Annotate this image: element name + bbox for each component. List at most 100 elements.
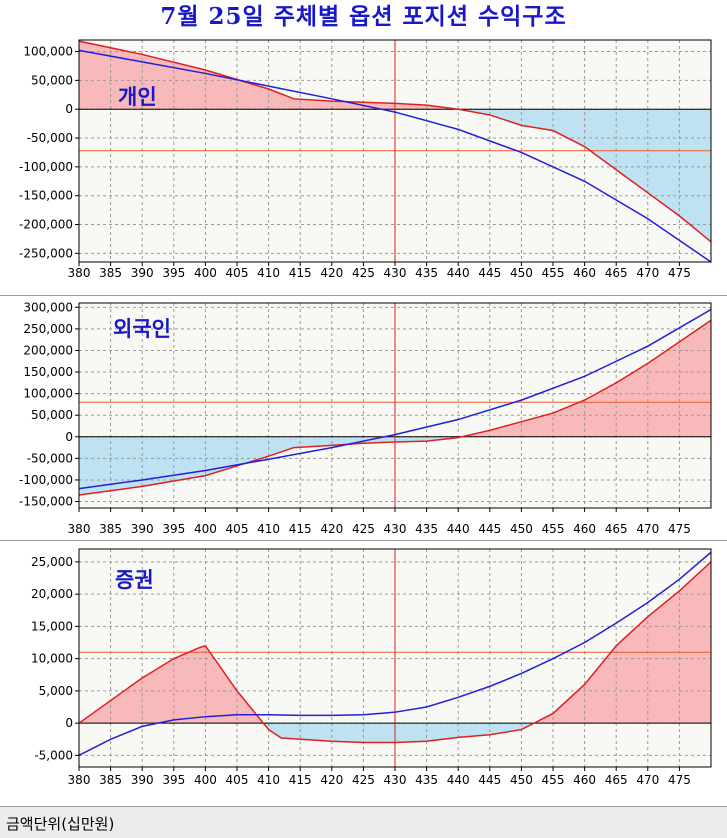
x-tick-label: 435 <box>415 773 438 787</box>
x-tick-label: 385 <box>99 522 122 536</box>
y-tick-label: 300,000 <box>23 300 73 314</box>
x-tick-label: 445 <box>478 773 501 787</box>
y-tick-label: -5,000 <box>34 748 73 762</box>
panel-divider <box>0 295 727 296</box>
y-tick-label: 0 <box>65 102 73 116</box>
y-tick-label: 50,000 <box>31 73 73 87</box>
x-tick-label: 455 <box>542 773 565 787</box>
x-tick-label: 400 <box>194 266 217 280</box>
x-tick-label: 430 <box>384 773 407 787</box>
x-tick-label: 405 <box>226 266 249 280</box>
footer-bar: 금액단위(십만원) <box>0 806 727 838</box>
x-tick-label: 420 <box>320 266 343 280</box>
y-tick-label: -150,000 <box>19 189 73 203</box>
x-tick-label: 390 <box>131 266 154 280</box>
x-tick-label: 430 <box>384 522 407 536</box>
x-tick-label: 410 <box>257 266 280 280</box>
x-tick-label: 465 <box>605 773 628 787</box>
x-tick-label: 385 <box>99 266 122 280</box>
x-tick-label: 380 <box>68 522 91 536</box>
y-tick-label: 150,000 <box>23 365 73 379</box>
x-tick-label: 470 <box>636 773 659 787</box>
y-tick-label: 15,000 <box>31 619 73 633</box>
x-tick-label: 420 <box>320 773 343 787</box>
y-tick-label: -100,000 <box>19 160 73 174</box>
y-tick-label: -150,000 <box>19 495 73 509</box>
x-tick-label: 460 <box>573 522 596 536</box>
chart-panel-3: 25,000 20,000 15,000 10,000 5,000 0 -5,000 380 3… <box>31 548 712 787</box>
x-tick-label: 425 <box>352 773 375 787</box>
x-tick-label: 410 <box>257 773 280 787</box>
series-layer <box>79 40 711 262</box>
x-tick-label: 415 <box>289 773 312 787</box>
loss-area <box>263 723 535 743</box>
x-tick-label: 460 <box>573 773 596 787</box>
x-tick-label: 405 <box>226 773 249 787</box>
x-tick-label: 390 <box>131 773 154 787</box>
x-tick-label: 465 <box>605 266 628 280</box>
blue-series-line <box>79 308 711 490</box>
x-tick-label: 405 <box>226 522 249 536</box>
panel-label: 개인 <box>118 85 157 109</box>
x-tick-label: 390 <box>131 522 154 536</box>
x-tick-label: 385 <box>99 773 122 787</box>
grid-layer <box>78 549 711 767</box>
y-tick-label: 200,000 <box>23 343 73 357</box>
red-series-line <box>79 561 711 744</box>
x-tick-label: 400 <box>194 773 217 787</box>
x-tick-label: 450 <box>510 266 533 280</box>
x-tick-label: 470 <box>636 266 659 280</box>
grid-layer <box>78 303 711 508</box>
y-tick-label: 250,000 <box>23 322 73 336</box>
x-tick-label: 465 <box>605 522 628 536</box>
x-tick-label: 400 <box>194 522 217 536</box>
x-tick-label: 455 <box>542 266 565 280</box>
x-tick-label: 415 <box>289 266 312 280</box>
x-tick-label: 475 <box>668 773 691 787</box>
y-tick-label: -250,000 <box>19 246 73 260</box>
blue-series-line <box>79 49 711 262</box>
x-tick-label: 415 <box>289 522 312 536</box>
y-tick-label: -100,000 <box>19 473 73 487</box>
x-tick-label: 420 <box>320 522 343 536</box>
y-tick-label: 50,000 <box>31 408 73 422</box>
x-tick-label: 475 <box>668 522 691 536</box>
profit-area <box>79 645 264 724</box>
y-tick-label: -200,000 <box>19 218 73 232</box>
x-tick-label: 460 <box>573 266 596 280</box>
profit-area <box>79 41 459 110</box>
profit-area <box>461 320 711 437</box>
chart-panel-1: 100,000 50,000 0 -50,000 -100,000 -150,000 -20… <box>19 39 712 280</box>
x-tick-label: 430 <box>384 266 407 280</box>
y-tick-label: -50,000 <box>27 451 73 465</box>
y-tick-label: 100,000 <box>23 45 73 59</box>
x-tick-label: 450 <box>510 773 533 787</box>
x-tick-label: 455 <box>542 522 565 536</box>
blue-series-line <box>79 551 711 757</box>
x-tick-label: 425 <box>352 266 375 280</box>
fill-layer <box>79 561 711 743</box>
y-tick-label: 0 <box>65 430 73 444</box>
x-tick-label: 395 <box>162 773 185 787</box>
unit-label: 금액단위(십만원) <box>6 815 115 833</box>
page-title: 7월 25일 주체별 옵션 포지션 수익구조 <box>160 3 567 30</box>
x-tick-label: 475 <box>668 266 691 280</box>
y-tick-label: -50,000 <box>27 131 73 145</box>
x-tick-label: 425 <box>352 522 375 536</box>
y-tick-label: 0 <box>65 716 73 730</box>
y-tick-label: 10,000 <box>31 652 73 666</box>
y-tick-label: 20,000 <box>31 587 73 601</box>
series-layer <box>79 308 711 496</box>
x-tick-label: 395 <box>162 266 185 280</box>
y-tick-label: 100,000 <box>23 387 73 401</box>
profit-area <box>534 561 711 724</box>
panel-label: 외국인 <box>113 317 171 341</box>
x-tick-label: 445 <box>478 522 501 536</box>
x-tick-label: 395 <box>162 522 185 536</box>
x-tick-label: 440 <box>447 773 470 787</box>
x-tick-label: 380 <box>68 773 91 787</box>
x-tick-label: 440 <box>447 522 470 536</box>
x-tick-label: 450 <box>510 522 533 536</box>
red-series-line <box>79 40 711 243</box>
